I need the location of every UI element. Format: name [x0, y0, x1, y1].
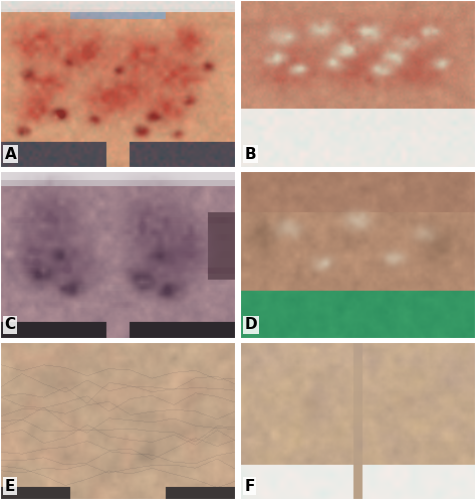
Text: D: D	[245, 318, 257, 332]
Text: C: C	[5, 318, 16, 332]
Text: F: F	[245, 478, 255, 494]
Text: E: E	[5, 478, 15, 494]
Text: B: B	[245, 146, 256, 162]
Text: A: A	[5, 146, 17, 162]
